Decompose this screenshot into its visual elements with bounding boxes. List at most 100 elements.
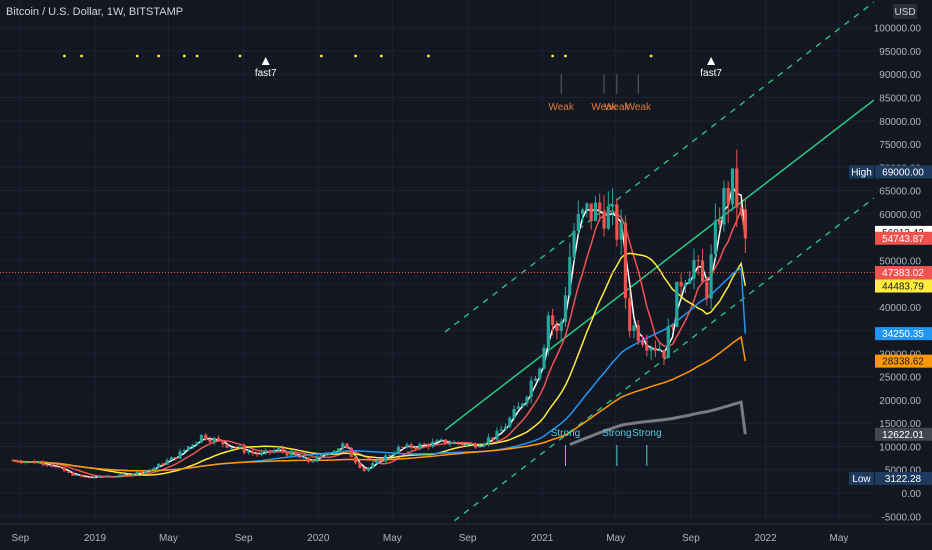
candle-body <box>722 187 726 225</box>
y-tick-label: 85000.00 <box>879 93 921 104</box>
candle-body <box>456 442 461 444</box>
candle-body <box>152 467 156 470</box>
x-tick-label: 2022 <box>754 533 777 544</box>
dot-marker <box>649 54 653 58</box>
candle-body <box>371 463 375 468</box>
candle-body <box>739 207 743 210</box>
signal-label-fast7: fast7 <box>255 68 277 79</box>
candle-body <box>144 470 148 474</box>
x-tick-label: Sep <box>682 533 700 544</box>
candle-body <box>24 461 28 464</box>
candle-body <box>435 440 439 442</box>
candle-body <box>345 443 349 448</box>
candle-body <box>405 444 409 448</box>
price-tag-side-label: High <box>851 167 872 178</box>
dot-marker <box>195 54 199 58</box>
candle-body <box>615 204 619 240</box>
candle-body <box>521 403 525 407</box>
candle-body <box>735 168 739 208</box>
candle-body <box>662 350 666 358</box>
candle-body <box>306 457 311 462</box>
candle-body <box>259 452 264 455</box>
candle-body <box>298 455 302 458</box>
candle-body <box>585 203 589 210</box>
candle-body <box>452 442 456 444</box>
signal-triangle <box>707 57 716 65</box>
candle-body <box>114 476 118 478</box>
candle-body <box>11 460 15 462</box>
y-tick-label: 60000.00 <box>879 210 921 221</box>
candle-body <box>576 213 580 231</box>
candle-body <box>182 449 186 452</box>
candle-body <box>516 406 520 409</box>
candle-body <box>525 396 529 404</box>
currency-badge[interactable] <box>893 4 917 19</box>
candle-body <box>328 453 332 455</box>
candle-body <box>649 347 653 351</box>
candle-body <box>58 466 62 468</box>
candle-body <box>354 457 358 463</box>
candle-body <box>127 474 131 476</box>
candle-body <box>294 452 298 456</box>
dot-marker <box>135 54 139 58</box>
candle-body <box>606 206 610 229</box>
channel-mid-line <box>444 99 875 431</box>
signal-label-fast7: fast7 <box>700 68 722 79</box>
candle-body <box>675 281 679 328</box>
candle-body <box>79 474 84 477</box>
candle-body <box>165 460 169 465</box>
candle-body <box>216 437 221 440</box>
candle-body <box>324 454 328 456</box>
candle-body <box>238 446 242 449</box>
candle-body <box>366 467 371 471</box>
signal-label-strong: Strong <box>602 428 631 439</box>
candle-body <box>705 281 709 299</box>
price-tag-side <box>849 471 874 485</box>
time-axis[interactable] <box>0 524 932 550</box>
candle-body <box>54 466 58 468</box>
candle-body <box>730 168 735 205</box>
candle-body <box>32 461 37 464</box>
candle-body <box>388 455 392 457</box>
candle-body <box>49 464 54 467</box>
candle-body <box>551 315 555 325</box>
candle-body <box>101 475 105 477</box>
dot-marker <box>354 54 358 58</box>
price-tag <box>875 471 932 485</box>
price-tag-value: 69000.00 <box>882 167 924 178</box>
candle-body <box>332 450 336 454</box>
candle-body <box>422 443 426 445</box>
candle-body <box>688 278 692 284</box>
signal-label-weak: Weak <box>591 102 617 113</box>
candle-body <box>610 204 615 207</box>
candle-body <box>375 460 379 464</box>
x-tick-label: May <box>159 533 178 544</box>
signal-label-strong: Strong <box>551 428 580 439</box>
candle-body <box>461 443 465 446</box>
candle-body <box>157 463 161 468</box>
candle-body <box>418 443 422 449</box>
candle-body <box>443 439 448 444</box>
x-tick-label: May <box>829 533 848 544</box>
price-tag-side <box>849 165 874 179</box>
signal-label-strong: Strong <box>632 428 661 439</box>
dot-marker <box>182 54 186 58</box>
candle-body <box>546 315 550 348</box>
candle-body <box>473 443 478 448</box>
price-tag <box>875 327 932 341</box>
price-tag <box>875 231 932 245</box>
candle-body <box>37 462 41 464</box>
candle-body <box>533 378 538 381</box>
candle-body <box>700 260 705 282</box>
candles <box>11 149 747 479</box>
dot-marker <box>238 54 242 58</box>
price-tag-value: 3122.28 <box>885 474 922 485</box>
candle-body <box>135 471 139 475</box>
x-tick-label: 2021 <box>531 533 554 544</box>
candle-body <box>161 463 165 465</box>
candle-body <box>212 437 216 442</box>
